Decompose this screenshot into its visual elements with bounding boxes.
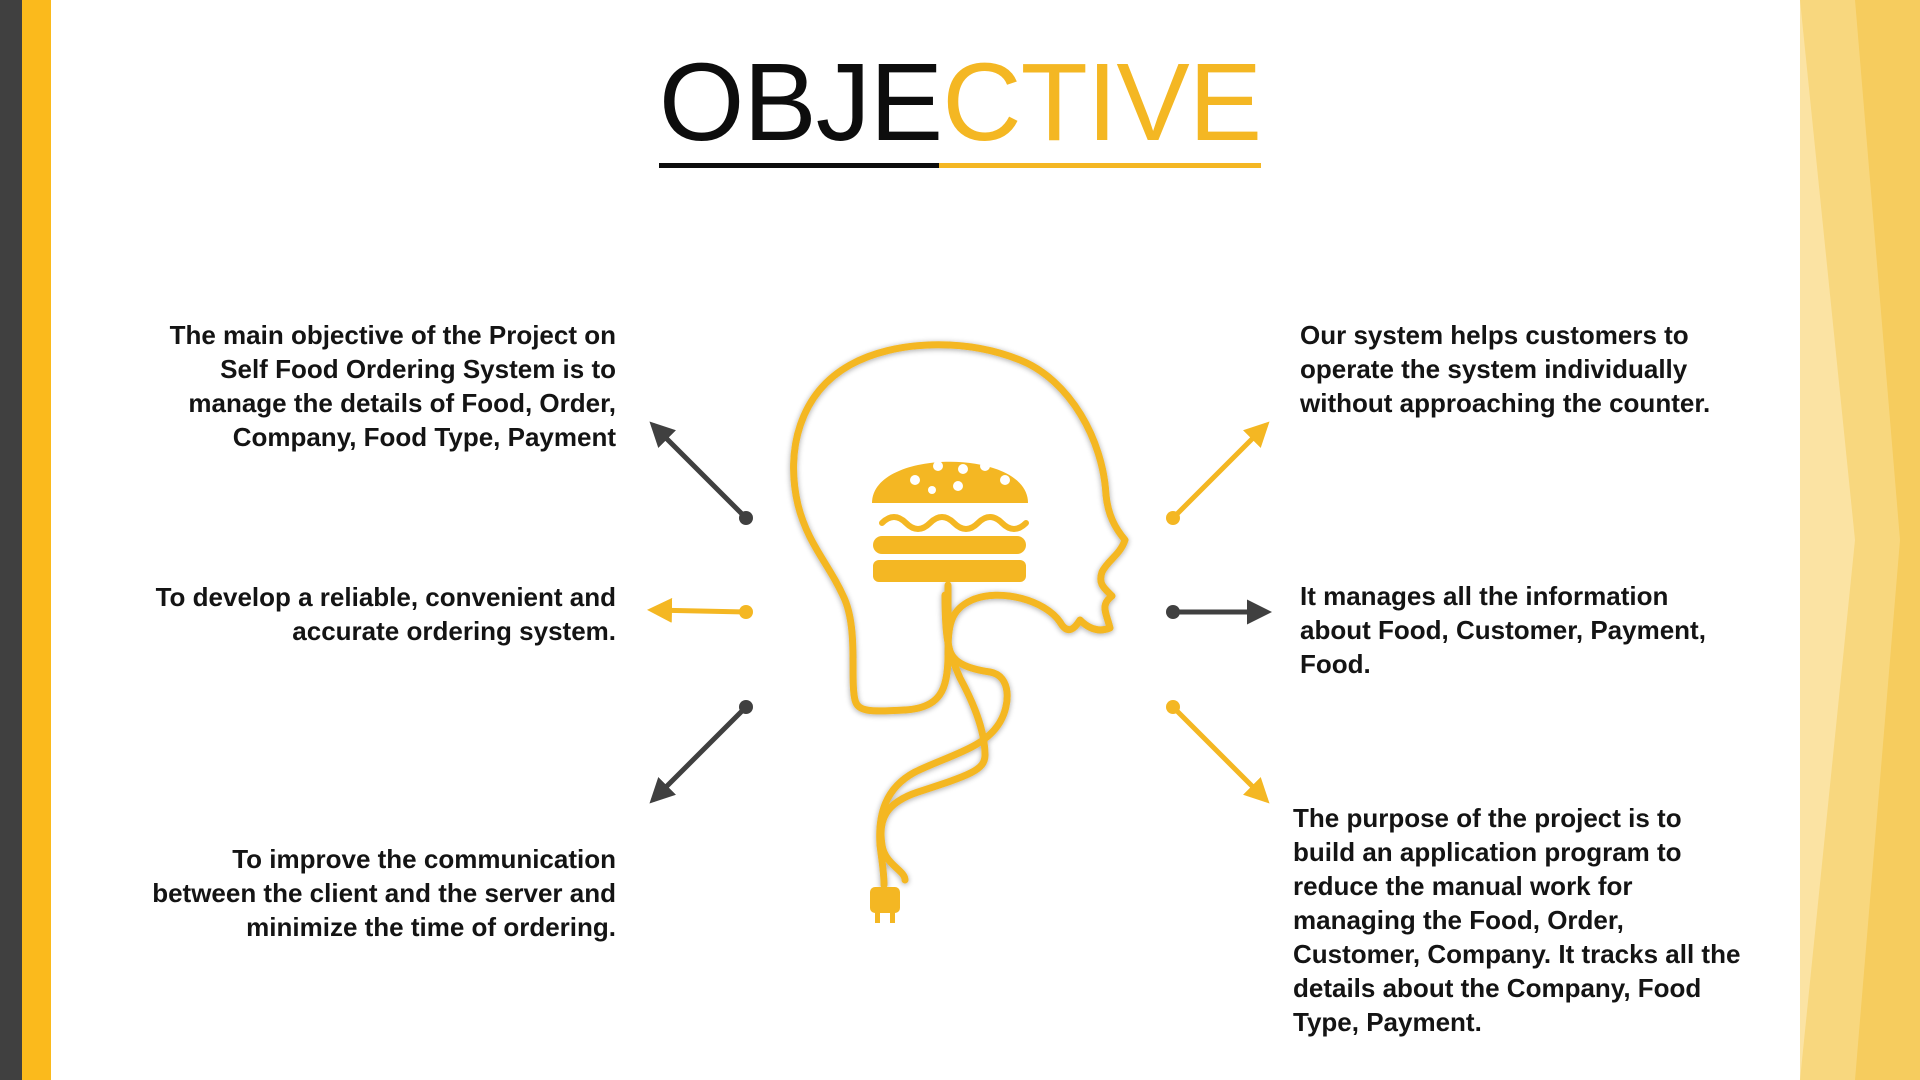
burger-icon: [872, 461, 1029, 582]
arrow-left-bottom: [649, 705, 748, 804]
arrow-left-middle-dot: [739, 605, 753, 619]
left-edge-gold-bar: [22, 0, 51, 1080]
left-text-3: To improve the communication between the…: [152, 844, 616, 942]
arrow-right-bottom: [1171, 705, 1270, 804]
burger-patty: [873, 536, 1026, 554]
left-text-1: The main objective of the Project on Sel…: [169, 320, 616, 452]
burger-bun-top: [872, 461, 1028, 503]
right-text-3: The purpose of the project is to build a…: [1293, 803, 1741, 1037]
right-text-1: Our system helps customers to operate th…: [1300, 320, 1711, 418]
arrow-left-middle: [647, 597, 747, 623]
head-outline: [877, 591, 989, 884]
arrow-right-top: [1171, 421, 1270, 520]
left-text-2: To develop a reliable, convenient and ac…: [155, 582, 616, 646]
title-underline-accent: [938, 163, 1262, 168]
arrow-left-top: [649, 421, 748, 520]
title-underline-dark: [658, 163, 939, 168]
right-text-2: It manages all the information about Foo…: [1300, 581, 1706, 679]
arrow-right-top-dot: [1166, 511, 1180, 525]
burger-bun-bottom: [873, 560, 1026, 582]
arrow-left-top-dot: [739, 511, 753, 525]
right-arrows: [1166, 421, 1272, 804]
title-part-dark: OBJE: [658, 41, 943, 164]
left-edge-dark-bar: [0, 0, 22, 1080]
page-title: OBJECTIVE: [0, 48, 1920, 168]
burger-lettuce: [879, 514, 1029, 532]
arrow-left-bottom-dot: [739, 700, 753, 714]
arrow-right-middle-dot: [1166, 605, 1180, 619]
left-arrows: [647, 421, 753, 804]
neck-to-plug-cord: [876, 581, 1011, 889]
right-decorative-panel: [1800, 0, 1920, 1080]
plug-icon: [870, 887, 900, 923]
head-with-burger-icon: [790, 341, 1129, 889]
title-part-accent: CTIVE: [942, 41, 1262, 164]
arrow-right-bottom-dot: [1166, 700, 1180, 714]
